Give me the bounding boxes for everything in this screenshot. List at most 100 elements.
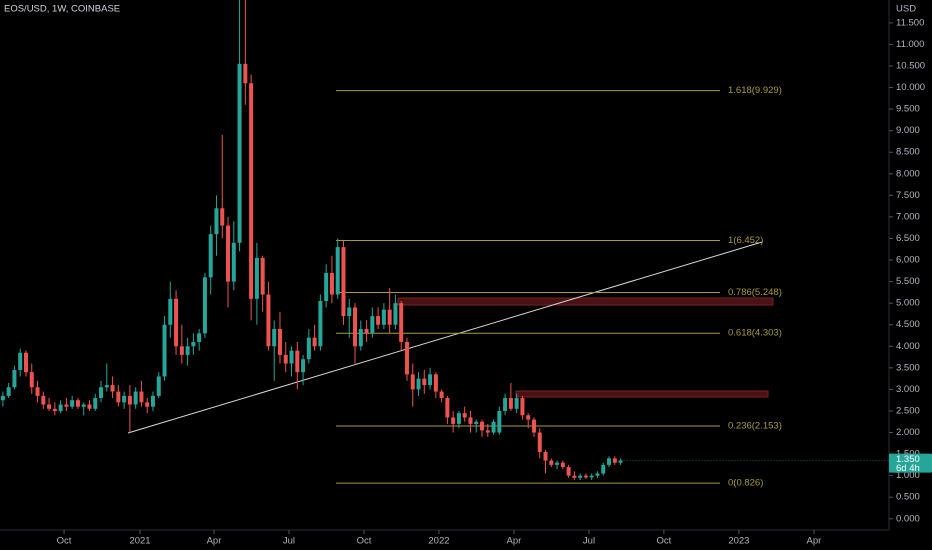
- candle-body: [520, 398, 525, 416]
- candle-body: [133, 391, 138, 405]
- candle-body: [70, 400, 75, 407]
- currency-label: USD: [896, 4, 916, 15]
- candle-body: [370, 316, 375, 334]
- candle-body: [549, 460, 554, 465]
- candle-body: [376, 316, 381, 325]
- y-tick-label: 11.500: [896, 17, 924, 28]
- y-tick-label: 7.000: [896, 211, 920, 222]
- candle-body: [595, 473, 600, 476]
- fib-label: 0(0.826): [728, 478, 763, 489]
- candle-body: [416, 378, 421, 390]
- candle-body: [41, 395, 46, 405]
- candle-body: [0, 395, 5, 401]
- candle-body: [612, 458, 617, 463]
- candle-body: [185, 346, 190, 355]
- fib-label: 0.618(4.303): [728, 328, 782, 339]
- candle-body: [324, 272, 329, 302]
- candle-body: [601, 464, 606, 474]
- y-tick-label: 9.000: [896, 125, 920, 136]
- candle-body: [197, 333, 202, 342]
- candle-body: [35, 387, 40, 396]
- y-tick-label: 8.500: [896, 147, 920, 158]
- candle-body: [58, 404, 63, 411]
- x-tick-label: Apr: [807, 536, 822, 547]
- candle-body: [329, 272, 334, 295]
- candle-body: [485, 430, 490, 433]
- fib-label: 1(6.452): [728, 235, 763, 246]
- resistance-zone: [397, 297, 774, 306]
- candle-body: [220, 208, 225, 226]
- candle-body: [543, 451, 548, 461]
- candle-body: [589, 475, 594, 478]
- candle-body: [312, 337, 317, 347]
- candle-body: [75, 400, 80, 407]
- candle-body: [122, 395, 127, 403]
- y-tick-label: 1.000: [896, 470, 920, 481]
- last-price-label: 1.350: [896, 454, 920, 465]
- candle-body: [347, 307, 352, 317]
- candle-body: [583, 475, 588, 478]
- candle-body: [387, 309, 392, 325]
- x-tick-label: 2023: [728, 536, 749, 547]
- candle-body: [399, 303, 404, 342]
- y-tick-label: 2.500: [896, 405, 920, 416]
- candle-body: [266, 294, 271, 347]
- x-tick-label: Apr: [507, 536, 522, 547]
- candle-body: [301, 359, 306, 373]
- y-tick-label: 4.000: [896, 341, 920, 352]
- candle-body: [428, 374, 433, 386]
- x-tick-label: Jul: [283, 536, 295, 547]
- y-tick-label: 4.500: [896, 319, 920, 330]
- candle-body: [168, 298, 173, 325]
- y-tick-label: 3.500: [896, 362, 920, 373]
- candle-body: [537, 432, 542, 452]
- candle-body: [474, 421, 479, 424]
- candle-body: [456, 413, 461, 424]
- candle-body: [145, 402, 150, 407]
- candle-body: [318, 301, 323, 347]
- candle-body: [104, 385, 109, 388]
- candle-body: [451, 417, 456, 424]
- candle-body: [52, 408, 57, 411]
- candle-body: [462, 413, 467, 418]
- candle-body: [295, 350, 300, 373]
- bar-countdown: 6d 4h: [896, 463, 920, 474]
- candle-body: [127, 395, 132, 405]
- candle-body: [150, 395, 155, 407]
- x-tick-label: Oct: [357, 536, 372, 547]
- candle-body: [289, 350, 294, 364]
- candle-body: [214, 208, 219, 235]
- candle-body: [162, 324, 167, 377]
- fib-label: 0.786(5.248): [728, 287, 782, 298]
- candle-body: [174, 298, 179, 347]
- candle-body: [526, 415, 531, 420]
- candle-body: [491, 421, 496, 433]
- candle-body: [116, 391, 121, 403]
- candle-body: [514, 398, 519, 409]
- candle-body: [260, 257, 265, 295]
- candle-body: [607, 458, 612, 465]
- candle-body: [353, 307, 358, 347]
- candle-body: [439, 391, 444, 399]
- x-tick-label: Oct: [57, 536, 72, 547]
- candle-body: [566, 467, 571, 476]
- candle-body: [29, 372, 34, 388]
- candle-body: [12, 370, 17, 388]
- candle-body: [254, 257, 259, 299]
- candle-body: [283, 354, 288, 364]
- y-tick-label: 0.500: [896, 492, 920, 503]
- candle-body: [364, 329, 369, 334]
- candle-body: [81, 404, 86, 407]
- candle-body: [358, 329, 363, 347]
- y-tick-label: 11.000: [896, 39, 924, 50]
- candle-body: [277, 329, 282, 355]
- candle-body: [87, 404, 92, 409]
- candle-body: [555, 462, 560, 465]
- candle-body: [341, 247, 346, 317]
- candle-body: [560, 462, 565, 468]
- y-tick-label: 9.500: [896, 104, 920, 115]
- candle-body: [226, 225, 231, 282]
- candle-body: [422, 378, 427, 386]
- symbol-label: EOS/USD, 1W, COINBASE: [4, 4, 120, 15]
